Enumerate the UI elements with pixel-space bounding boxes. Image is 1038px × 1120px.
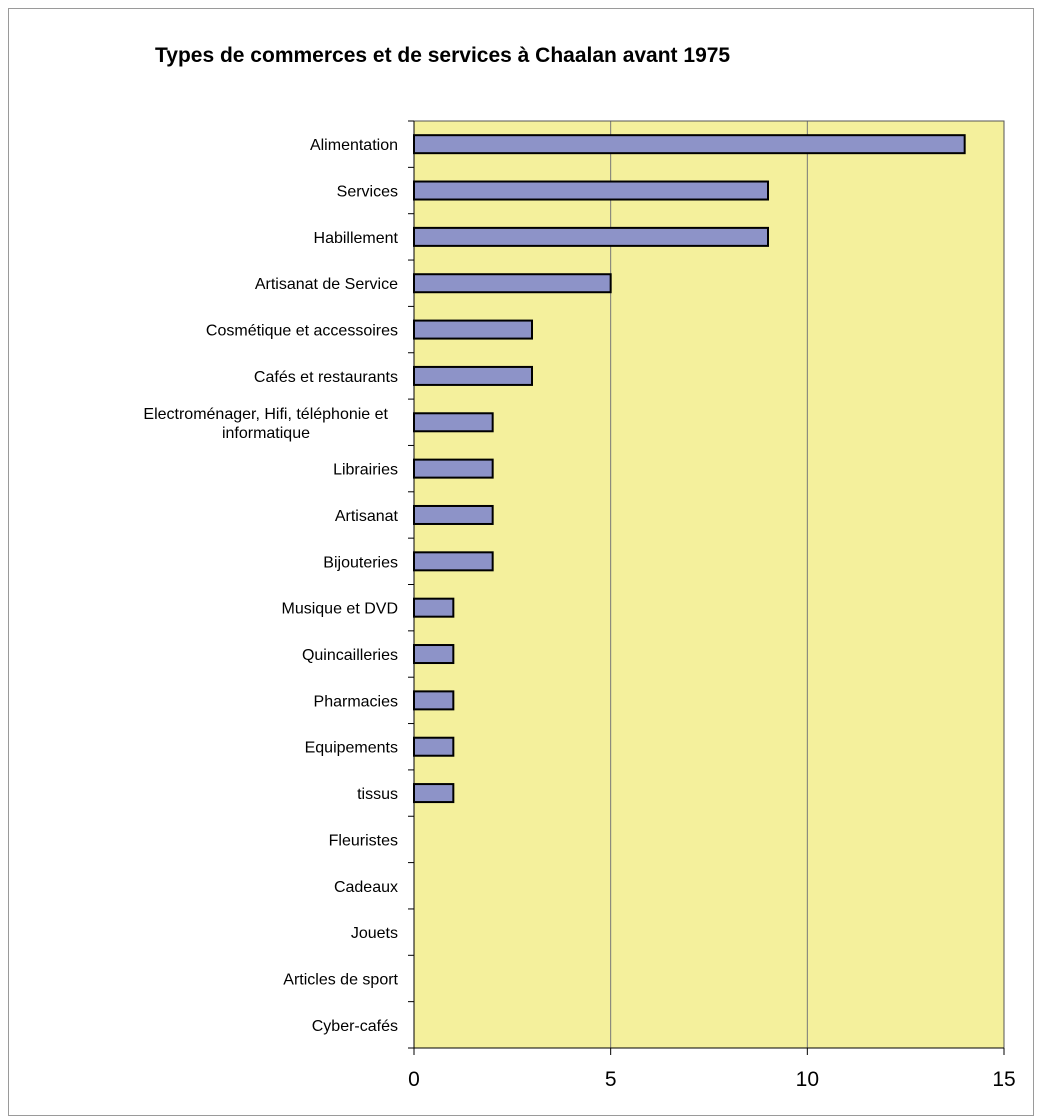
bar-12 <box>413 690 455 711</box>
category-label-9: Bijouteries <box>323 554 398 571</box>
bar-8 <box>413 504 494 525</box>
category-label-14: tissus <box>357 786 398 803</box>
category-label-13: Equipements <box>305 740 398 757</box>
category-label-12: Pharmacies <box>314 693 398 710</box>
category-label-2: Habillement <box>314 230 399 247</box>
bar-9 <box>413 551 494 572</box>
bar-14 <box>413 783 455 804</box>
bar-10 <box>413 597 455 618</box>
bar-4 <box>413 319 533 340</box>
x-tick-label-0: 0 <box>408 1068 420 1091</box>
bar-3 <box>413 273 612 294</box>
bar-5 <box>413 365 533 386</box>
bar-7 <box>413 458 494 479</box>
category-label-4: Cosmétique et accessoires <box>206 323 398 340</box>
bar-1 <box>413 180 769 201</box>
category-label-0: Alimentation <box>310 137 398 154</box>
category-label-6-line-0: Electroménager, Hifi, téléphonie et <box>143 406 388 423</box>
plot-area <box>414 121 1004 1048</box>
bar-0 <box>413 134 966 155</box>
bar-13 <box>413 736 455 757</box>
x-tick-label-3: 15 <box>992 1068 1015 1091</box>
category-label-18: Articles de sport <box>283 971 398 988</box>
category-label-15: Fleuristes <box>329 832 398 849</box>
category-label-8: Artisanat <box>335 508 399 525</box>
category-label-3: Artisanat de Service <box>255 276 398 293</box>
bar-6 <box>413 412 494 433</box>
x-tick-label-1: 5 <box>605 1068 617 1091</box>
chart-title: Types de commerces et de services à Chaa… <box>155 44 731 67</box>
category-label-11: Quincailleries <box>302 647 398 664</box>
category-label-6-line-1: informatique <box>222 425 310 442</box>
category-label-16: Cadeaux <box>334 879 398 896</box>
bar-2 <box>413 226 769 247</box>
x-tick-label-2: 10 <box>796 1068 819 1091</box>
category-label-17: Jouets <box>351 925 398 942</box>
category-label-7: Librairies <box>333 462 398 479</box>
category-label-19: Cyber-cafés <box>312 1018 398 1035</box>
category-label-5: Cafés et restaurants <box>254 369 398 386</box>
category-label-10: Musique et DVD <box>282 601 399 618</box>
category-label-1: Services <box>337 184 398 201</box>
bar-11 <box>413 644 455 665</box>
